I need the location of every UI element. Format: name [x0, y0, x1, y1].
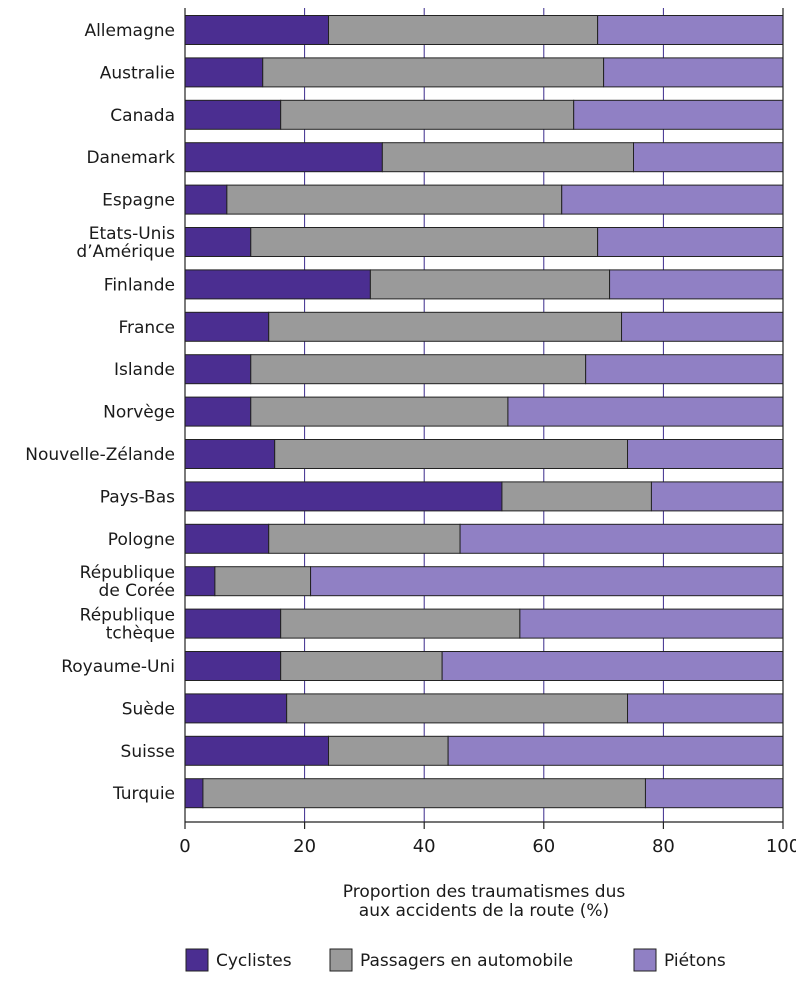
bar-australie-passagers-en-automobile — [262, 57, 605, 88]
bar-allemagne-cyclistes — [184, 15, 330, 45]
legend-label-pietons: Piétons — [664, 951, 726, 971]
bar-suisse-pietons — [447, 735, 784, 766]
bar-australie-cyclistes — [184, 57, 264, 88]
legend-label-passagers-en-automobile: Passagers en automobile — [360, 951, 573, 971]
bar-republique-de-coree-cyclistes — [184, 566, 216, 597]
legend-label-cyclistes: Cyclistes — [216, 951, 292, 971]
bar-france-pietons — [621, 311, 784, 342]
legend-swatch-pietons — [633, 948, 657, 972]
category-label-danemark: Danemark — [86, 148, 175, 168]
bar-danemark-cyclistes — [184, 142, 383, 173]
bar-islande-passagers-en-automobile — [250, 354, 587, 385]
bar-finlande-passagers-en-automobile — [369, 269, 611, 300]
bar-suede-passagers-en-automobile — [286, 693, 629, 724]
category-label-suede: Suède — [122, 699, 175, 719]
bar-pologne-cyclistes — [184, 523, 270, 554]
x-axis: 0 20 40 60 80 100 — [179, 8, 796, 857]
bar-danemark-pietons — [633, 142, 784, 173]
bar-france-passagers-en-automobile — [268, 311, 623, 342]
bar-norvege-passagers-en-automobile — [250, 396, 509, 427]
bar-etats-unis-d-amerique-passagers-en-automobile — [250, 227, 599, 257]
bar-allemagne-passagers-en-automobile — [328, 15, 599, 45]
bar-espagne-cyclistes — [184, 184, 228, 215]
category-labels: Allemagne Australie Canada Danemark Espagne E… — [25, 21, 175, 804]
category-label-pays-bas: Pays-Bas — [100, 487, 175, 507]
bar-islande-cyclistes — [184, 354, 252, 385]
bar-royaume-uni-cyclistes — [184, 651, 282, 681]
bar-norvege-cyclistes — [184, 396, 252, 427]
legend-swatch-passagers-en-automobile — [329, 948, 353, 972]
bar-suede-pietons — [627, 693, 784, 724]
bar-allemagne-pietons — [597, 15, 784, 45]
x-tick-label-20: 20 — [293, 836, 316, 857]
x-tick-label-40: 40 — [413, 836, 436, 857]
bar-nouvelle-zelande-cyclistes — [184, 439, 276, 469]
bar-norvege-pietons — [507, 396, 784, 427]
legend-item-passagers-en-automobile: Passagers en automobile — [329, 948, 573, 972]
bar-turquie-cyclistes — [184, 778, 204, 809]
bars — [184, 15, 784, 809]
bar-etats-unis-d-amerique-pietons — [597, 227, 784, 257]
x-axis-title-line-2: aux accidents de la route (%) — [359, 901, 609, 921]
bar-canada-passagers-en-automobile — [280, 99, 575, 130]
bar-pays-bas-pietons — [650, 481, 784, 512]
category-label-republique-de-coree: République de Corée — [80, 563, 175, 601]
bar-suisse-cyclistes — [184, 735, 330, 766]
category-label-suisse: Suisse — [121, 742, 175, 762]
category-label-etats-unis-d-amerique: Etats-Unis d’Amérique — [76, 224, 175, 262]
category-label-allemagne: Allemagne — [84, 21, 175, 41]
bar-pologne-pietons — [459, 523, 784, 554]
bar-danemark-passagers-en-automobile — [381, 142, 634, 173]
bar-royaume-uni-passagers-en-automobile — [280, 651, 443, 681]
legend-item-cyclistes: Cyclistes — [185, 948, 292, 972]
bar-nouvelle-zelande-passagers-en-automobile — [274, 439, 629, 469]
bar-republique-de-coree-pietons — [310, 566, 784, 597]
bar-pologne-passagers-en-automobile — [268, 523, 461, 554]
category-label-finlande: Finlande — [104, 275, 175, 295]
x-tick-label-0: 0 — [179, 836, 190, 857]
category-label-australie: Australie — [100, 63, 175, 83]
bar-republique-tcheque-passagers-en-automobile — [280, 608, 521, 639]
bar-republique-tcheque-cyclistes — [184, 608, 282, 639]
bar-republique-tcheque-pietons — [519, 608, 784, 639]
category-label-canada: Canada — [110, 106, 175, 126]
bar-finlande-pietons — [609, 269, 784, 300]
bar-espagne-pietons — [561, 184, 784, 215]
bar-royaume-uni-pietons — [441, 651, 784, 681]
x-tick-label-80: 80 — [652, 836, 675, 857]
bar-nouvelle-zelande-pietons — [627, 439, 784, 469]
category-label-islande: Islande — [114, 360, 175, 380]
legend-item-pietons: Piétons — [633, 948, 726, 972]
bar-turquie-passagers-en-automobile — [202, 778, 646, 809]
legend: Cyclistes Passagers en automobile Piétons — [185, 948, 726, 972]
category-label-norvege: Norvège — [103, 403, 175, 423]
x-tick-label-60: 60 — [532, 836, 555, 857]
category-label-royaume-uni: Royaume-Uni — [61, 657, 175, 677]
category-label-turquie: Turquie — [112, 784, 175, 804]
category-label-nouvelle-zelande: Nouvelle-Zélande — [25, 445, 175, 465]
category-label-espagne: Espagne — [102, 191, 175, 211]
bar-islande-pietons — [585, 354, 784, 385]
x-tick-label-100: 100 — [766, 836, 796, 857]
bar-suisse-passagers-en-automobile — [328, 735, 449, 766]
bar-pays-bas-cyclistes — [184, 481, 503, 512]
bar-australie-pietons — [603, 57, 784, 88]
bar-etats-unis-d-amerique-cyclistes — [184, 227, 252, 257]
bar-suede-cyclistes — [184, 693, 288, 724]
category-label-france: France — [118, 318, 175, 338]
bar-espagne-passagers-en-automobile — [226, 184, 563, 215]
legend-swatch-cyclistes — [185, 948, 209, 972]
bar-turquie-pietons — [644, 778, 784, 809]
category-label-pologne: Pologne — [108, 530, 175, 550]
bar-france-cyclistes — [184, 311, 270, 342]
bar-canada-pietons — [573, 99, 784, 130]
bar-republique-de-coree-passagers-en-automobile — [214, 566, 312, 597]
bar-pays-bas-passagers-en-automobile — [501, 481, 652, 512]
category-label-republique-tcheque: République tchèque — [80, 606, 175, 644]
x-axis-title-line-1: Proportion des traumatismes dus — [343, 882, 626, 902]
bar-canada-cyclistes — [184, 99, 282, 130]
bar-finlande-cyclistes — [184, 269, 371, 300]
